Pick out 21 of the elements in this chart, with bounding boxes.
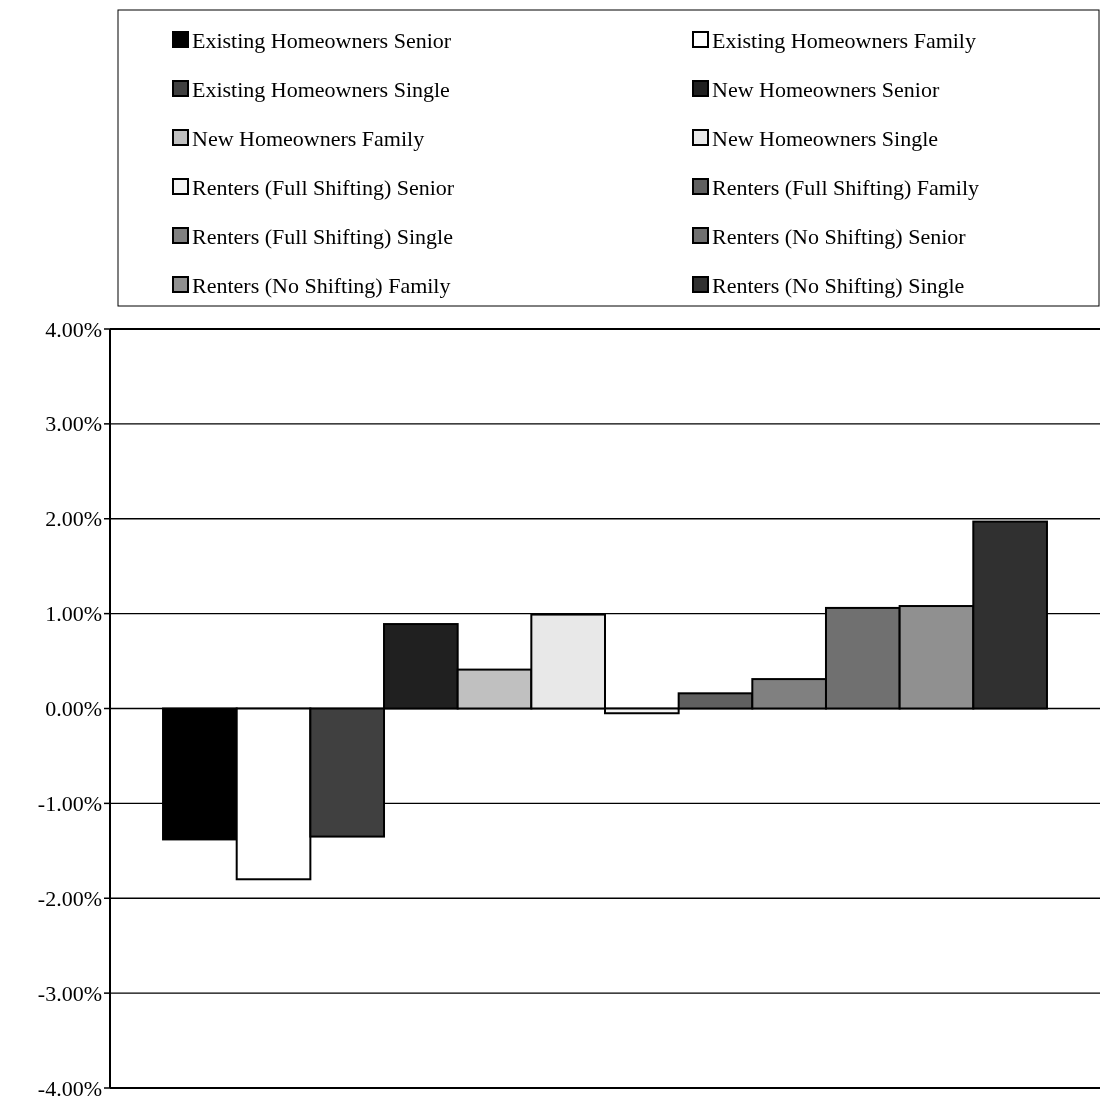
y-tick-label: -3.00% (37, 980, 102, 1006)
legend-label: Renters (No Shifting) Single (712, 272, 965, 298)
legend-label: Renters (No Shifting) Senior (712, 223, 967, 249)
legend-label: Renters (No Shifting) Family (192, 272, 451, 298)
legend-label: Existing Homeowners Single (192, 76, 450, 102)
legend-label: Renters (Full Shifting) Family (712, 174, 980, 200)
legend-label: Renters (Full Shifting) Single (192, 223, 453, 249)
y-tick-label: -1.00% (37, 790, 102, 816)
y-tick-label: 2.00% (45, 506, 102, 532)
legend-label: New Homeowners Family (192, 125, 425, 151)
legend-label: New Homeowners Single (712, 125, 939, 151)
legend-label: Existing Homeowners Family (712, 27, 976, 53)
legend-label: New Homeowners Senior (712, 76, 940, 102)
y-tick-label: -4.00% (37, 1075, 102, 1101)
legend-label: Existing Homeowners Senior (192, 27, 452, 53)
y-tick-label: 0.00% (45, 696, 102, 721)
y-tick-label: 3.00% (45, 411, 102, 437)
y-tick-label: 1.00% (45, 601, 102, 627)
y-tick-label: 4.00% (45, 316, 102, 342)
legend-label: Renters (Full Shifting) Senior (192, 174, 455, 200)
y-tick-label: -2.00% (37, 885, 102, 911)
